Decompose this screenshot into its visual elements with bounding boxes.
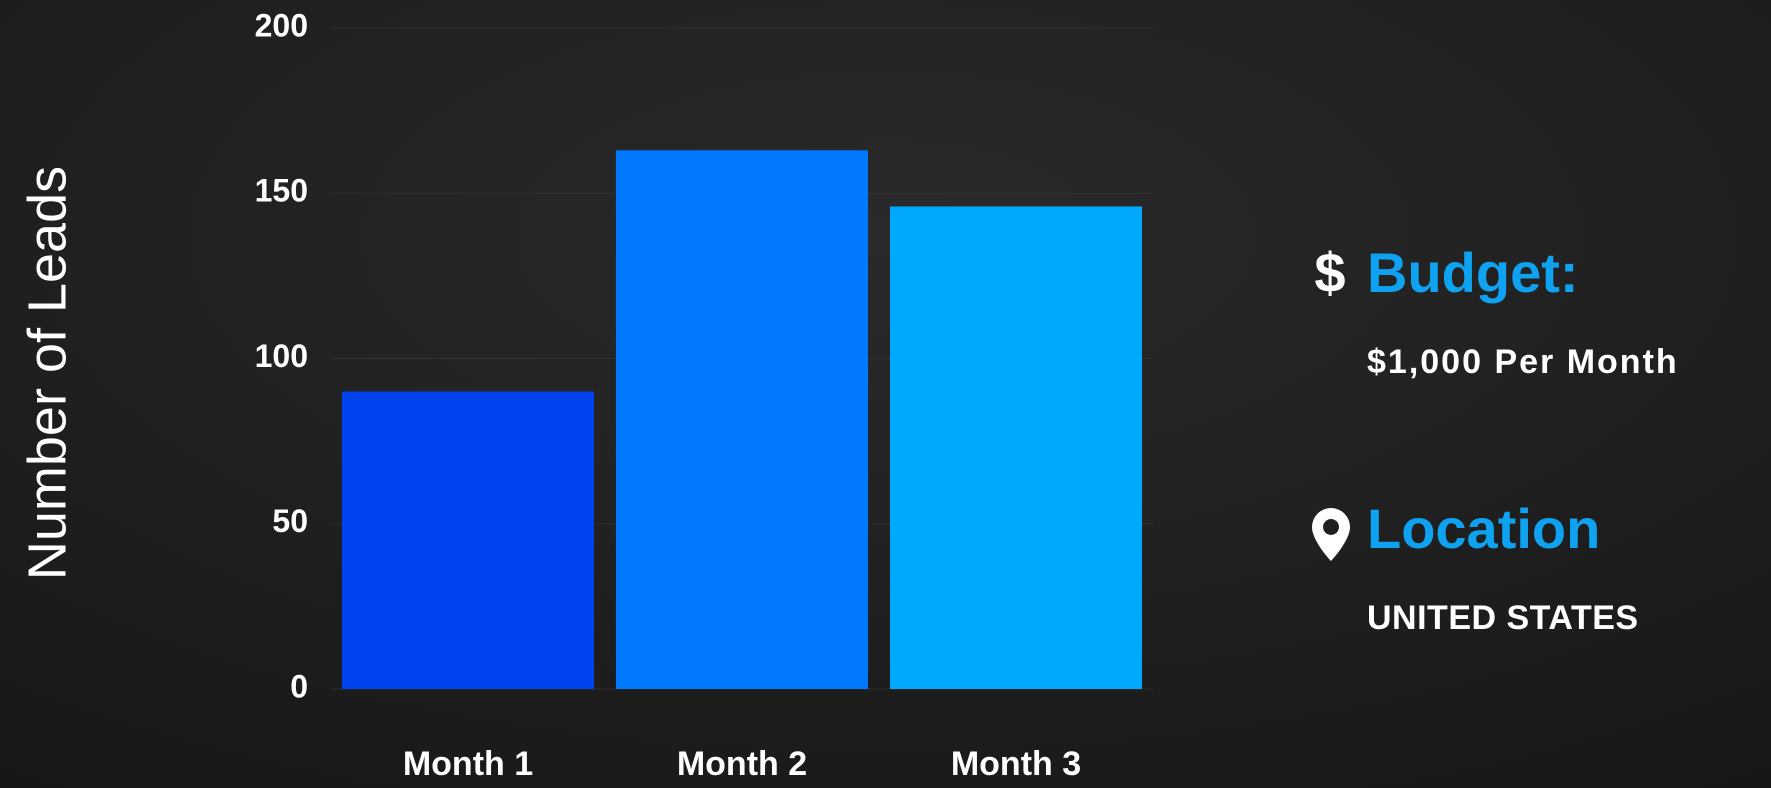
y-tick-label: 100 bbox=[255, 338, 308, 374]
x-tick-label: Month 2 bbox=[677, 745, 807, 783]
bar bbox=[889, 206, 1143, 689]
budget-value: $1,000 Per Month bbox=[1367, 343, 1679, 381]
location-icon bbox=[1312, 508, 1350, 561]
location-value: UNITED STATES bbox=[1367, 599, 1639, 637]
y-tick-label: 150 bbox=[255, 173, 308, 209]
x-tick-label: Month 1 bbox=[403, 745, 533, 783]
bar bbox=[615, 150, 869, 689]
y-axis-label: Number of Leads bbox=[17, 166, 77, 580]
y-tick-label: 0 bbox=[290, 668, 308, 704]
dollar-icon: $ bbox=[1314, 241, 1345, 304]
y-tick-label: 50 bbox=[272, 503, 308, 539]
info-panel: $ Budget: $1,000 Per Month Location UNIT… bbox=[1312, 241, 1679, 637]
location-label: Location bbox=[1367, 497, 1600, 560]
y-tick-label: 200 bbox=[255, 7, 308, 43]
bar bbox=[341, 391, 595, 689]
x-tick-label: Month 3 bbox=[951, 745, 1081, 783]
budget-label: Budget: bbox=[1367, 241, 1579, 304]
